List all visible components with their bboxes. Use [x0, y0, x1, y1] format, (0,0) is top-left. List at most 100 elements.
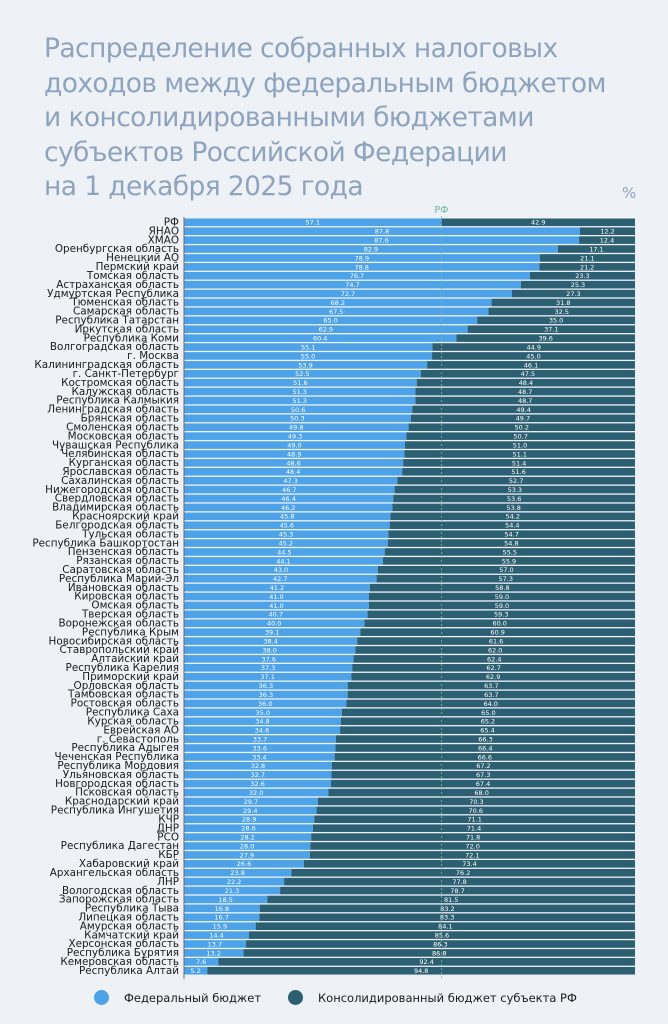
bar-federal: [184, 548, 385, 556]
category-label: Курганская область: [69, 457, 179, 469]
category-label: Чеченская Республика: [54, 751, 179, 763]
bar-federal: [184, 913, 260, 922]
value-label-regional: 59.3: [494, 611, 508, 619]
bar-federal: [184, 387, 416, 396]
bar-federal: [184, 860, 304, 868]
bar-federal: [184, 574, 377, 583]
category-label: КЧР: [158, 813, 179, 825]
bar-regional: [303, 860, 635, 868]
bar-regional: [377, 565, 635, 574]
value-label-federal: 67.5: [329, 308, 343, 316]
legend: Федеральный бюджет Консолидированный бюд…: [0, 990, 668, 1014]
bar-federal: [184, 557, 383, 565]
value-label-regional: 51.0: [513, 441, 527, 449]
value-label-regional: 70.6: [469, 807, 483, 815]
category-label: Приморский край: [82, 671, 179, 683]
bar-regional: [207, 966, 635, 975]
value-label-federal: 51.3: [292, 388, 306, 396]
category-label: Республика Бурятия: [67, 947, 179, 959]
value-label-regional: 63.7: [484, 691, 498, 699]
value-label-federal: 68.2: [331, 299, 345, 307]
bar-regional: [334, 753, 635, 761]
value-label-federal: 46.4: [281, 495, 295, 503]
value-label-federal: 32.8: [251, 762, 265, 770]
category-label: Республика Тыва: [85, 903, 179, 915]
category-label: Калужская область: [72, 386, 179, 398]
value-label-regional: 59.0: [495, 602, 509, 610]
value-label-regional: 62.9: [486, 673, 500, 681]
bar-federal: [184, 601, 369, 610]
value-label-regional: 78.7: [450, 887, 464, 895]
value-label-federal: 44.1: [276, 557, 290, 565]
category-label: Ярославская область: [62, 466, 179, 478]
bar-regional: [341, 708, 635, 717]
bar-federal: [184, 530, 389, 538]
value-label-federal: 72.7: [341, 290, 355, 298]
legend-label-federal: Федеральный бюджет: [124, 990, 262, 1005]
bar-regional: [335, 735, 635, 743]
bar-regional: [404, 450, 635, 458]
bar-regional: [388, 530, 635, 538]
bar-federal: [184, 396, 416, 405]
value-label-federal: 32.0: [249, 789, 263, 797]
value-label-regional: 73.4: [462, 860, 476, 868]
value-label-federal: 5.2: [191, 967, 201, 975]
bar-regional: [393, 494, 635, 503]
bar-regional: [392, 503, 635, 512]
value-label-regional: 31.8: [556, 299, 570, 307]
bar-regional: [291, 868, 635, 877]
bar-federal: [184, 842, 311, 850]
category-label: Республика Калмыкия: [56, 395, 179, 407]
bar-regional: [218, 958, 635, 966]
value-label-regional: 48.4: [519, 379, 533, 387]
bar-federal: [184, 815, 315, 824]
bar-regional: [406, 432, 635, 440]
bar-federal: [184, 931, 249, 939]
value-label-federal: 55.0: [301, 352, 315, 360]
value-label-federal: 27.9: [240, 851, 254, 859]
value-label-regional: 21.1: [580, 254, 594, 262]
bar-regional: [441, 218, 635, 227]
bar-federal: [184, 886, 281, 895]
value-label-regional: 12.2: [600, 228, 614, 236]
bar-regional: [389, 521, 635, 530]
bar-regional: [416, 378, 635, 387]
value-label-regional: 49.7: [516, 415, 530, 423]
value-label-federal: 87.6: [374, 237, 388, 245]
value-label-federal: 48.9: [287, 450, 301, 458]
value-label-regional: 57.0: [499, 566, 513, 574]
bar-regional: [432, 343, 635, 351]
value-label-federal: 28.9: [242, 816, 256, 824]
bar-federal: [184, 592, 369, 601]
value-label-regional: 63.7: [484, 682, 498, 690]
value-label-regional: 81.5: [444, 896, 458, 904]
bar-regional: [382, 557, 635, 565]
value-label-regional: 64.0: [483, 700, 497, 708]
category-label: Псковская область: [75, 787, 179, 799]
category-label: г. Москва: [127, 350, 179, 362]
category-label: Кировская область: [74, 591, 179, 603]
category-label: Республика Крым: [82, 626, 179, 638]
bar-regional: [491, 298, 635, 307]
category-label: Новосибирская область: [49, 635, 179, 647]
bar-federal: [184, 726, 341, 734]
value-label-regional: 67.4: [476, 780, 490, 788]
bar-federal: [184, 655, 354, 663]
bar-federal: [184, 797, 318, 806]
value-label-federal: 52.5: [295, 370, 309, 378]
bar-federal: [184, 868, 292, 877]
value-label-regional: 85.6: [435, 932, 449, 940]
value-label-federal: 60.4: [313, 335, 327, 343]
bar-federal: [184, 788, 329, 797]
value-label-regional: 50.7: [513, 433, 527, 441]
bar-regional: [352, 664, 635, 672]
bar-regional: [511, 289, 635, 298]
legend-item-regional: Консолидированный бюджет субъекта РФ: [288, 990, 577, 1005]
value-label-regional: 62.0: [488, 646, 502, 654]
value-label-regional: 62.4: [487, 655, 501, 663]
value-label-regional: 65.0: [481, 709, 495, 717]
category-label: Херсонская область: [68, 938, 179, 950]
value-label-federal: 28.2: [240, 833, 254, 841]
bar-federal: [184, 254, 540, 262]
